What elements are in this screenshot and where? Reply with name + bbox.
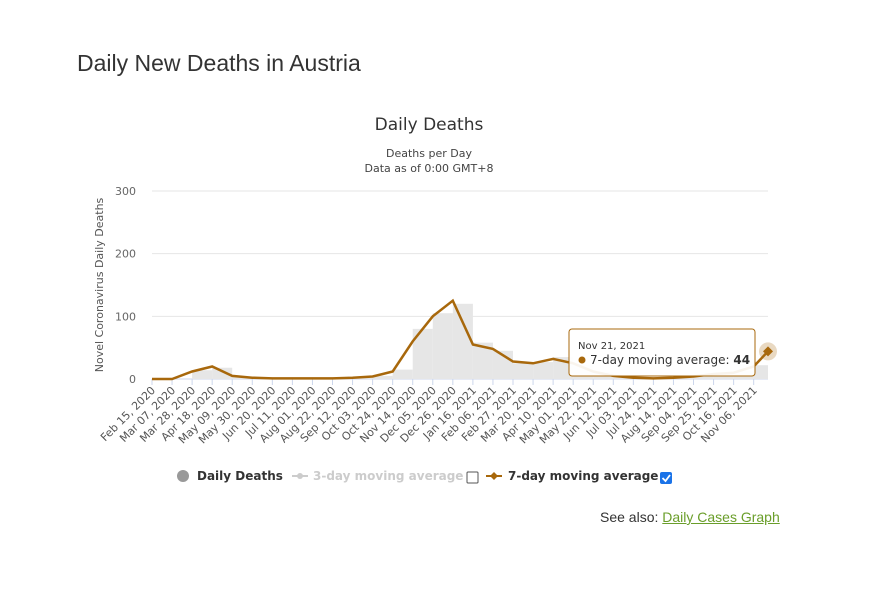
bar (533, 362, 554, 379)
bar (513, 363, 534, 379)
y-tick-label: 100 (115, 310, 136, 323)
legend-symbol[interactable] (177, 470, 189, 482)
checkbox-check (661, 474, 671, 483)
tooltip-span: : (725, 353, 733, 367)
hover-marker (763, 346, 773, 357)
bar (472, 342, 493, 379)
see-also-label: See also: (600, 509, 659, 525)
legend-symbol[interactable] (297, 473, 303, 479)
checkbox[interactable] (660, 472, 672, 484)
bar (192, 370, 213, 379)
tooltip-date: Nov 21, 2021 (578, 341, 645, 352)
bar (753, 365, 768, 379)
chart-title: Daily Deaths (375, 115, 484, 135)
link[interactable]: Daily Cases Graph (662, 509, 780, 525)
chart-subtitle: Deaths per Day (386, 147, 472, 160)
tooltip-span: 7-day moving average (590, 353, 725, 367)
checkbox[interactable] (466, 471, 479, 484)
bar (673, 377, 694, 379)
tooltip (568, 328, 756, 377)
bar (452, 303, 473, 379)
legend-label[interactable]: Daily Deaths (197, 469, 283, 483)
y-tick-label: 200 (115, 248, 136, 261)
bar (412, 328, 433, 379)
bar (212, 367, 233, 379)
tooltip-text: 7-day moving average: 44 (590, 353, 750, 367)
tooltip-span: 44 (733, 353, 750, 367)
see-also: See also: Daily Cases Graph (600, 509, 780, 525)
legend-symbol[interactable] (490, 472, 498, 480)
tooltip-symbol (578, 356, 586, 364)
y-tick-label: 0 (129, 373, 136, 386)
y-axis-label: Novel Coronavirus Daily Deaths (93, 197, 106, 372)
legend-label[interactable]: 7-day moving average (508, 469, 658, 483)
page: {"header": {"title": "Daily New Deaths i… (77, 50, 780, 525)
chart: Daily Deaths Deaths per Day Data as of 0… (93, 115, 777, 484)
y-tick-label: 300 (115, 185, 136, 198)
bar (372, 375, 393, 379)
chart-subtitle: Data as of 0:00 GMT+8 (365, 162, 494, 175)
line (152, 298, 769, 381)
page-title: Daily New Deaths in Austria (77, 50, 361, 76)
bar (352, 377, 373, 379)
legend-label[interactable]: 3-day moving average (313, 469, 463, 483)
bar (392, 369, 413, 379)
bar (693, 375, 714, 379)
bar (432, 313, 453, 379)
